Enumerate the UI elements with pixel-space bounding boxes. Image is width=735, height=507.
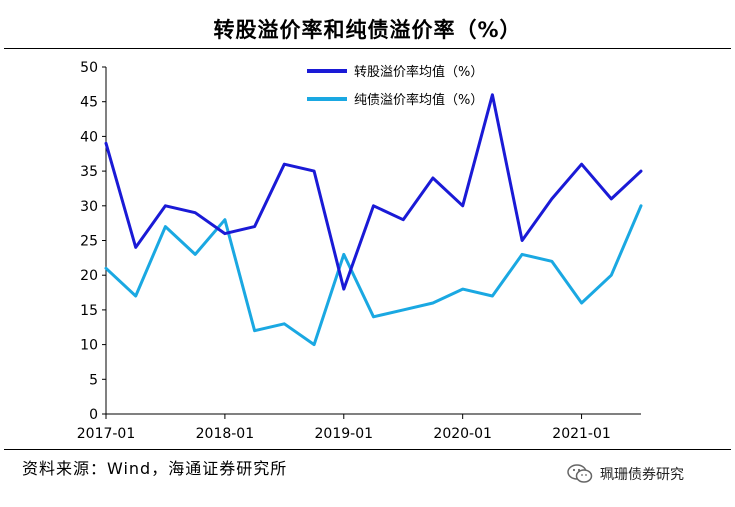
brand-badge: 珮珊债券研究 [566, 463, 684, 485]
brand-label: 珮珊债券研究 [600, 467, 684, 483]
y-tick-label: 10 [80, 338, 98, 354]
source-note: 资料来源：Wind，海通证券研究所 [22, 459, 288, 478]
top-rule [4, 48, 731, 49]
y-tick-label: 30 [80, 199, 98, 215]
legend-label: 纯债溢价率均值（%） [354, 92, 483, 108]
y-tick-label: 25 [80, 234, 98, 250]
y-tick-label: 5 [89, 372, 98, 388]
y-tick-label: 20 [80, 268, 98, 284]
x-tick-label: 2018-01 [196, 426, 255, 442]
bottom-rule [4, 449, 731, 450]
y-tick-label: 45 [80, 95, 98, 111]
x-tick-label: 2021-01 [552, 426, 611, 442]
y-tick-label: 15 [80, 303, 98, 319]
x-tick-label: 2017-01 [77, 426, 136, 442]
series-line [104, 204, 643, 347]
x-tick-label: 2020-01 [433, 426, 492, 442]
chart-title: 转股溢价率和纯债溢价率（%） [213, 18, 522, 42]
series-line [104, 93, 643, 291]
y-tick-label: 40 [80, 129, 98, 145]
x-tick-label: 2019-01 [315, 426, 374, 442]
y-tick-label: 50 [80, 60, 98, 76]
y-tick-label: 0 [89, 407, 98, 423]
wechat-icon [567, 464, 593, 483]
y-tick-label: 35 [80, 164, 98, 180]
legend-label: 转股溢价率均值（%） [354, 64, 483, 80]
